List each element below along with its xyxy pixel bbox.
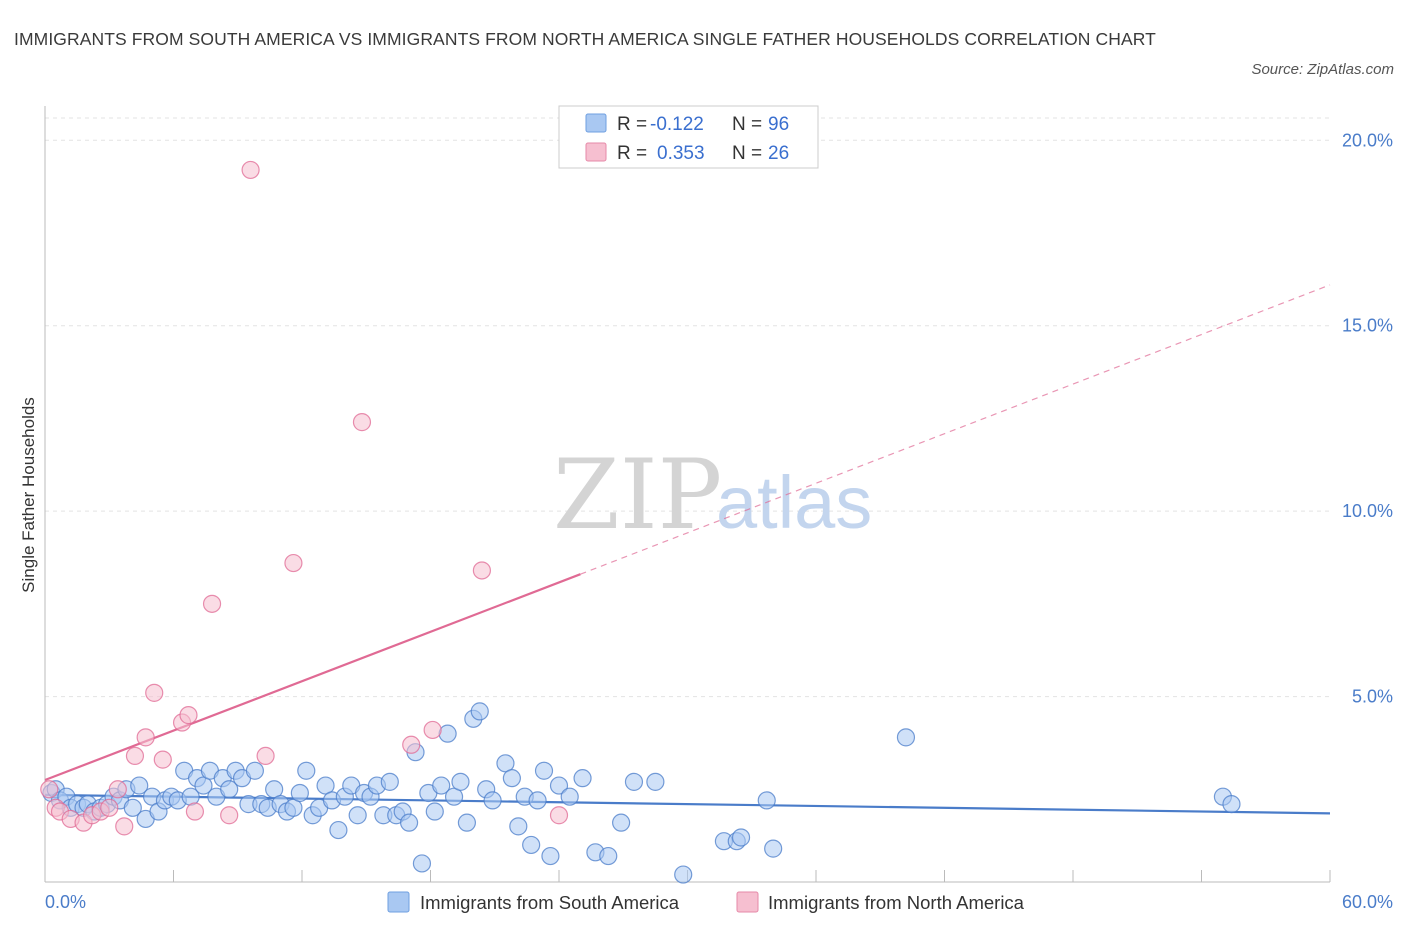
point-south-america	[731, 828, 751, 847]
point-south-america	[425, 802, 444, 821]
point-south-america	[528, 791, 547, 810]
point-south-america	[612, 813, 631, 832]
point-south-america	[348, 806, 367, 825]
x-tick-label-min: 0.0%	[45, 892, 86, 912]
point-south-america	[412, 854, 432, 873]
point-south-america	[470, 702, 489, 721]
point-south-america	[549, 776, 569, 795]
point-south-america	[290, 783, 309, 803]
point-north-america	[549, 806, 569, 825]
y-tick-label: 10.0%	[1342, 501, 1393, 521]
point-south-america	[573, 769, 592, 788]
legend-r-value-1: -0.122	[650, 114, 704, 135]
point-south-america	[896, 728, 916, 747]
legend-swatch-north-america	[585, 142, 607, 162]
point-south-america	[399, 813, 419, 832]
trend-line-north-america-extension	[580, 284, 1331, 575]
point-south-america	[674, 865, 693, 884]
y-axis-label: Single Father Households	[19, 397, 38, 593]
point-north-america	[40, 780, 59, 799]
legend-n-label-1: N =	[732, 114, 762, 135]
point-north-america	[220, 806, 239, 825]
point-north-america	[136, 728, 155, 747]
point-south-america	[502, 769, 521, 788]
point-north-america	[472, 561, 491, 580]
bottom-legend-label-north-america: Immigrants from North America	[768, 892, 1025, 913]
bottom-legend: Immigrants from South America Immigrants…	[387, 891, 1025, 913]
point-south-america	[123, 798, 142, 817]
bottom-legend-swatch-north-america	[736, 891, 759, 913]
point-north-america	[402, 735, 421, 754]
point-south-america	[599, 846, 618, 866]
point-south-america	[297, 761, 316, 780]
point-north-america	[108, 780, 127, 799]
point-south-america	[764, 839, 783, 858]
point-south-america	[432, 776, 451, 795]
point-south-america	[483, 791, 502, 810]
legend-r-label-1: R =	[617, 114, 647, 135]
point-north-america	[153, 750, 172, 769]
y-tick-label: 20.0%	[1342, 130, 1393, 150]
legend-n-value-2: 26	[768, 143, 789, 164]
point-south-america	[757, 791, 776, 810]
point-south-america	[130, 776, 149, 795]
point-south-america	[457, 813, 477, 832]
point-south-america	[509, 817, 528, 836]
point-south-america	[438, 724, 457, 743]
point-south-america	[646, 772, 665, 791]
point-north-america	[284, 553, 303, 573]
point-south-america	[624, 772, 644, 791]
point-south-america	[560, 787, 579, 806]
chart-title: IMMIGRANTS FROM SOUTH AMERICA VS IMMIGRA…	[14, 29, 1156, 49]
point-south-america	[220, 780, 239, 799]
trend-line-south-america	[44, 793, 1331, 815]
legend-n-value-1: 96	[768, 114, 789, 135]
legend-r-value-2: 0.353	[657, 143, 705, 164]
watermark-atlas: atlas	[716, 461, 872, 544]
bottom-legend-swatch-south-america	[387, 891, 410, 913]
data-points	[40, 160, 1241, 884]
point-south-america	[451, 772, 470, 791]
gridlines	[45, 117, 1330, 698]
point-north-america	[100, 798, 119, 817]
point-north-america	[202, 594, 222, 613]
point-north-america	[241, 160, 260, 180]
y-tick-label: 5.0%	[1352, 687, 1393, 707]
point-north-america	[256, 746, 275, 766]
point-south-america	[541, 846, 560, 866]
point-south-america	[534, 761, 554, 780]
y-tick-label: 15.0%	[1342, 316, 1393, 336]
point-south-america	[522, 835, 541, 855]
point-north-america	[115, 817, 134, 836]
point-north-america	[179, 706, 198, 725]
legend-n-label-2: N =	[732, 143, 762, 164]
point-south-america	[380, 772, 399, 791]
legend-swatch-south-america	[585, 113, 607, 133]
legend: R = -0.122 N = 96 R = 0.353 N = 26	[558, 105, 819, 169]
point-south-america	[245, 761, 264, 780]
x-tick-label-max: 60.0%	[1342, 892, 1393, 912]
point-north-america	[352, 413, 372, 432]
point-north-america	[185, 802, 205, 821]
point-north-america	[145, 683, 164, 702]
watermark-zip: ZIP	[553, 439, 722, 551]
point-north-america	[125, 746, 145, 766]
bottom-legend-label-south-america: Immigrants from South America	[420, 892, 680, 913]
watermark: ZIP atlas	[553, 439, 872, 551]
point-south-america	[1222, 795, 1241, 814]
tick-labels: 5.0% 10.0% 15.0% 20.0% 0.0% 60.0%	[45, 130, 1393, 912]
trend-line-north-america	[44, 573, 581, 782]
chart-source: Source: ZipAtlas.com	[1251, 61, 1394, 78]
legend-r-label-2: R =	[617, 143, 647, 164]
point-south-america	[329, 820, 348, 840]
point-north-america	[423, 720, 442, 740]
